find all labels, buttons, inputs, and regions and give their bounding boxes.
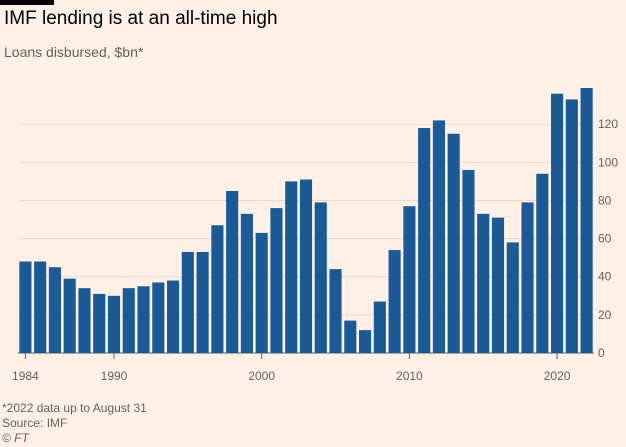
chart-subtitle: Loans disbursed, $bn* (4, 44, 144, 60)
bar-2004 (314, 202, 327, 353)
bar-1994 (167, 280, 180, 353)
x-tick-label: 2020 (544, 369, 571, 383)
bar-1984 (19, 261, 32, 353)
bar-2019 (536, 173, 549, 353)
y-tick-label: 20 (598, 308, 612, 322)
bar-2001 (270, 208, 283, 353)
bar-2011 (418, 128, 431, 353)
bar-1987 (63, 278, 76, 353)
y-tick-label: 80 (598, 193, 612, 207)
x-tick-label: 1984 (12, 369, 39, 383)
bar-2009 (388, 250, 401, 353)
bar-1985 (34, 261, 47, 353)
bar-2003 (299, 179, 313, 353)
bar-1999 (240, 213, 253, 353)
y-tick-label: 60 (598, 232, 612, 246)
bar-2007 (359, 330, 372, 353)
bar-1996 (196, 251, 209, 353)
bar-1992 (137, 286, 150, 353)
bar-1991 (122, 288, 135, 353)
y-tick-label: 40 (598, 270, 612, 284)
bar-1998 (226, 190, 239, 353)
bar-1986 (48, 267, 61, 353)
bar-2015 (477, 213, 490, 353)
bar-2021 (565, 99, 578, 354)
y-tick-label: 100 (598, 155, 618, 169)
bar-2014 (462, 169, 475, 353)
bar-1989 (93, 293, 106, 353)
bar-2013 (447, 133, 460, 353)
x-tick-label: 1990 (101, 369, 128, 383)
bar-2016 (491, 217, 505, 353)
bar-2020 (551, 93, 564, 353)
bar-2017 (506, 242, 519, 353)
y-tick-label: 120 (598, 117, 618, 131)
bar-1997 (211, 225, 224, 353)
bar-1993 (152, 282, 165, 353)
ft-credit: © FT (2, 431, 29, 445)
bar-1988 (78, 288, 91, 353)
x-tick-label: 2010 (396, 369, 423, 383)
bar-2022 (580, 88, 593, 353)
bar-2006 (344, 320, 357, 353)
bar-2002 (285, 181, 298, 353)
source-note: Source: IMF (2, 416, 68, 430)
bar-1990 (107, 295, 121, 353)
bar-2012 (432, 120, 445, 354)
footnote: *2022 data up to August 31 (2, 401, 147, 415)
brand-bar (0, 0, 54, 5)
bar-2005 (329, 269, 342, 353)
bar-2008 (373, 301, 386, 353)
bar-1995 (181, 251, 194, 353)
y-tick-label: 0 (598, 346, 605, 360)
bar-2000 (255, 232, 268, 353)
bar-2010 (403, 206, 416, 353)
chart-title: IMF lending is at an all-time high (4, 8, 278, 29)
x-tick-label: 2000 (248, 369, 275, 383)
bar-chart: 0 20 40 60 80 100 120 1984 1990 2000 2010 2020 (12, 88, 618, 383)
bar-2018 (521, 202, 534, 353)
